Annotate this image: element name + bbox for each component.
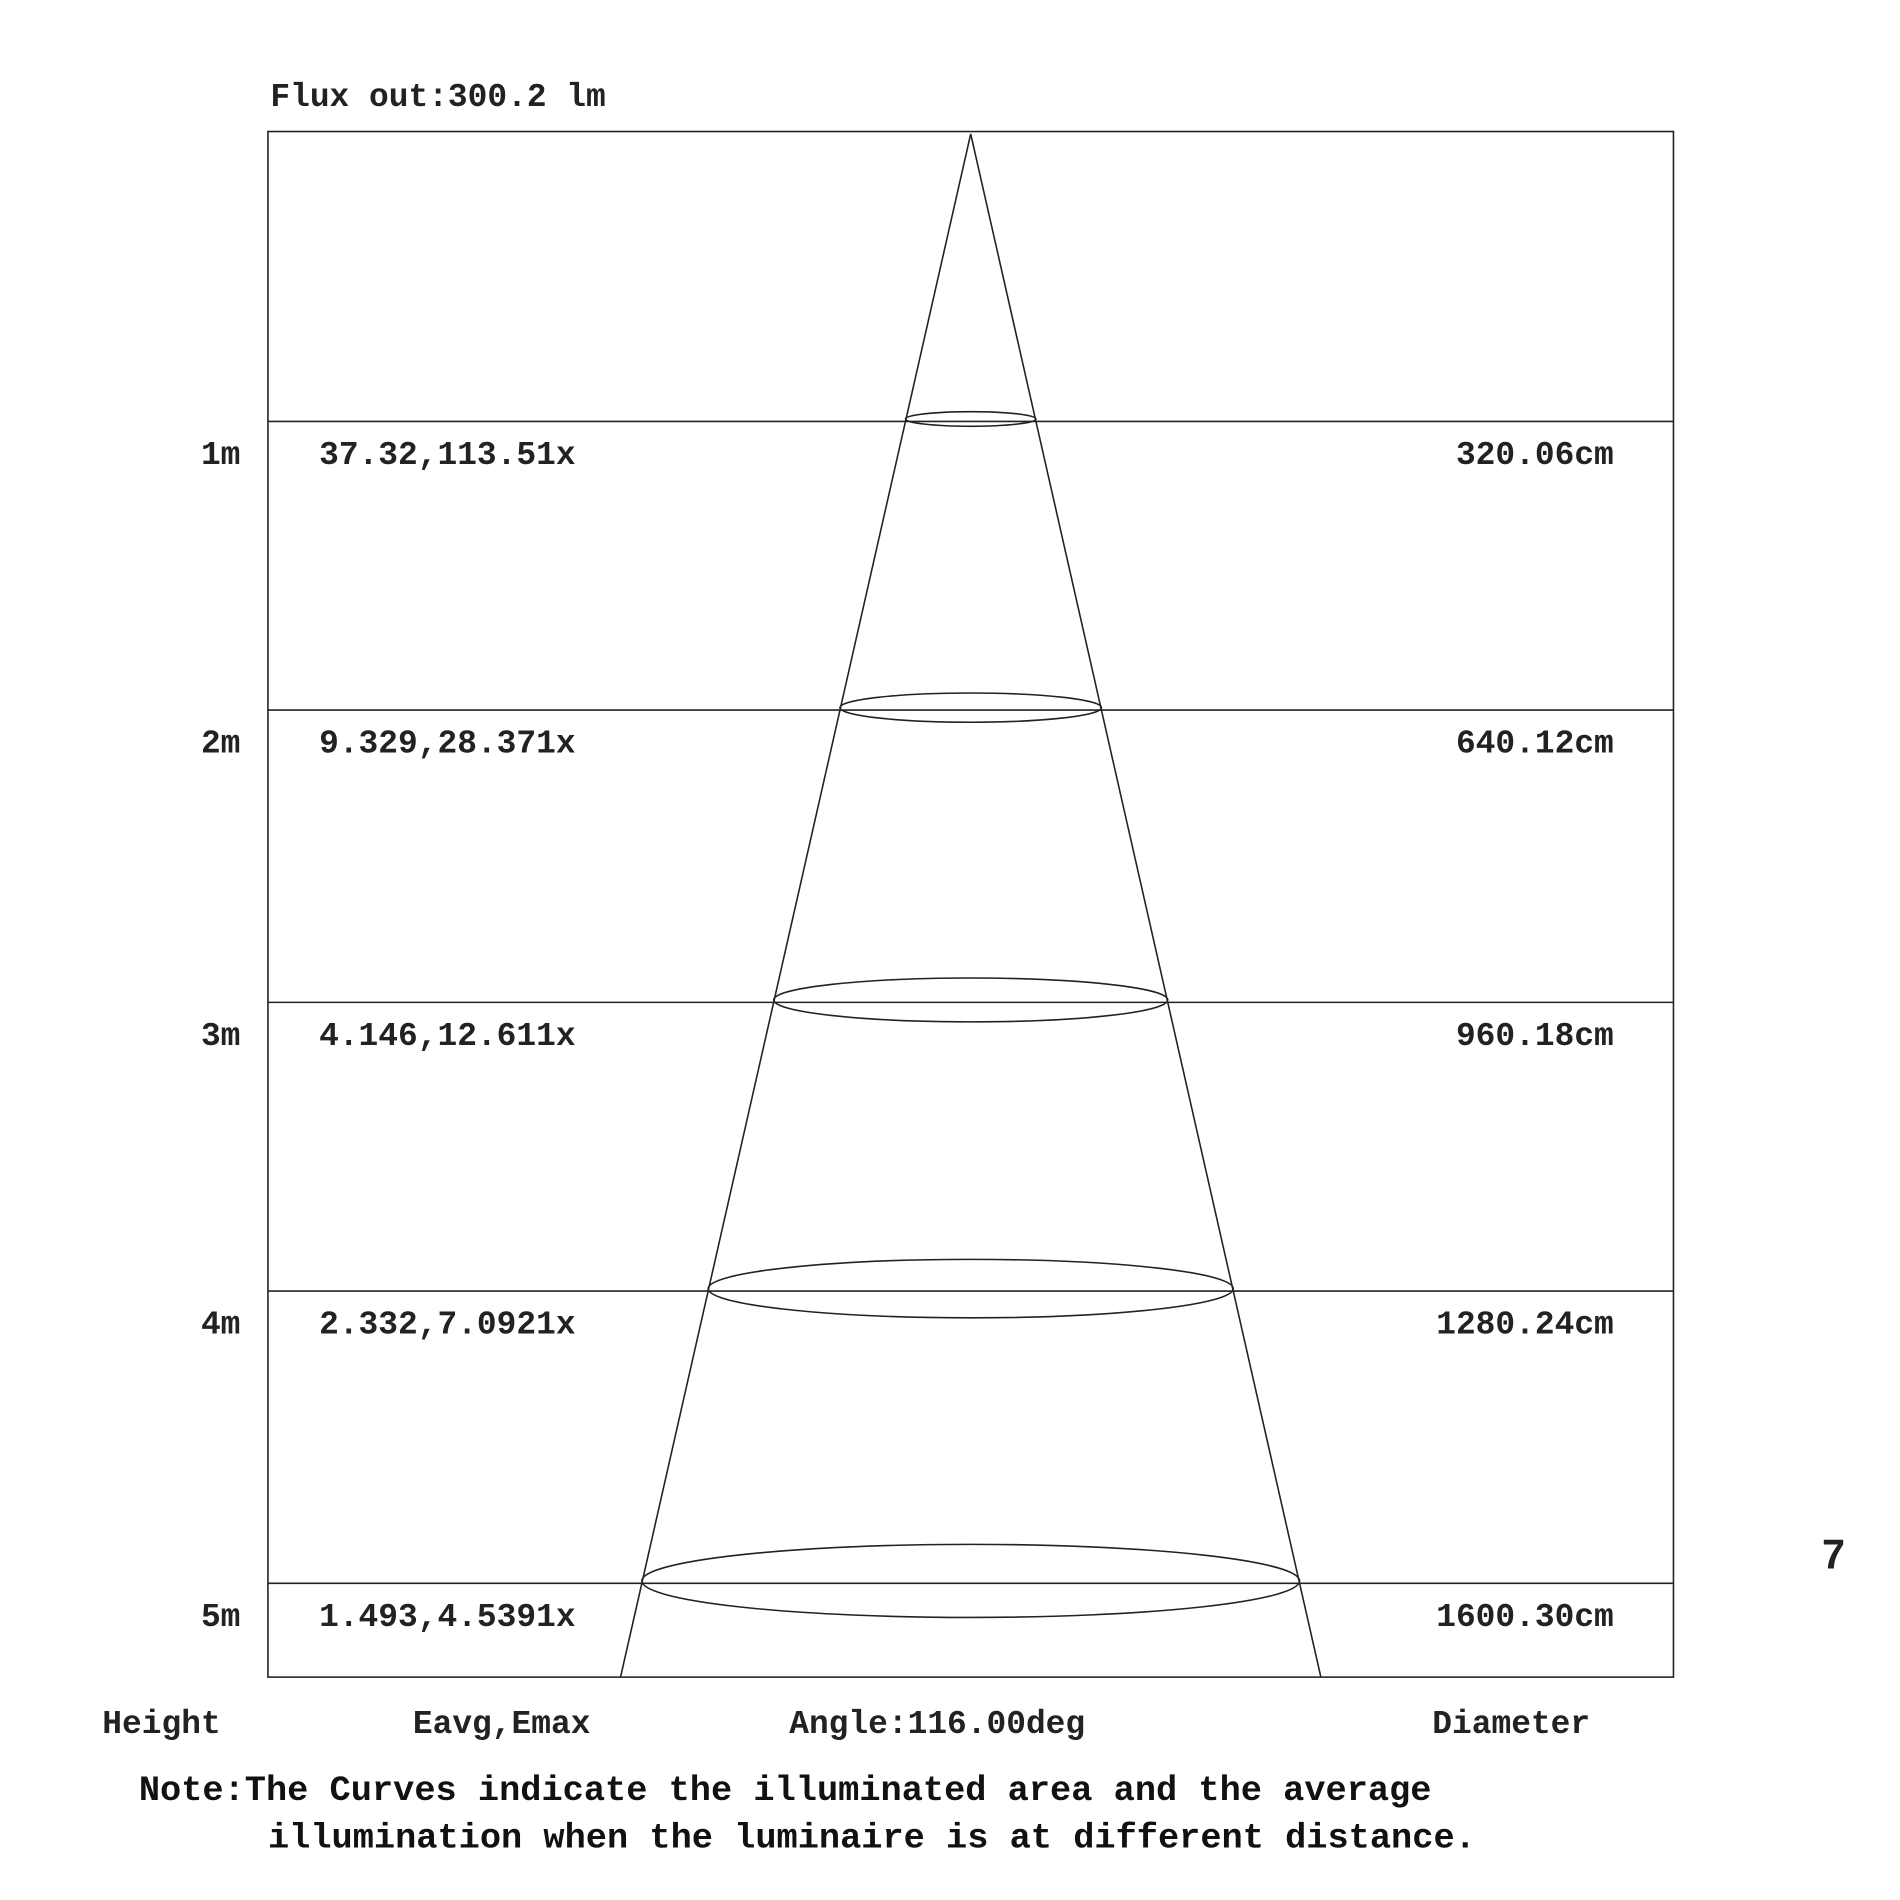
illuminance-value: 37.32,113.51x <box>319 437 575 474</box>
height-label: 1m <box>201 437 240 474</box>
note-line-2: illumination when the luminaire is at di… <box>268 1819 1476 1859</box>
flux-label: Flux out:300.2 lm <box>270 79 605 116</box>
height-label: 2m <box>201 726 240 763</box>
page-number: 7 <box>1822 1532 1845 1578</box>
diameter-value: 1280.24cm <box>1436 1307 1614 1344</box>
angle-label: Angle:116.00deg <box>789 1706 1085 1743</box>
diameter-value: 1600.30cm <box>1436 1599 1614 1636</box>
illuminance-value: 2.332,7.0921x <box>319 1307 575 1344</box>
diameter-value: 960.18cm <box>1456 1018 1614 1055</box>
illuminated-area-ellipse <box>707 1258 1235 1319</box>
height-label: 4m <box>201 1307 240 1344</box>
diameter-column-label: Diameter <box>1432 1706 1590 1743</box>
illuminance-value: 4.146,12.611x <box>319 1018 575 1055</box>
diameter-value: 320.06cm <box>1456 437 1614 474</box>
beam-edge-right <box>969 133 1322 1678</box>
illuminated-area-ellipse <box>839 692 1103 724</box>
note-line-1: Note:The Curves indicate the illuminated… <box>139 1771 1432 1811</box>
illuminated-area-ellipse <box>904 410 1037 428</box>
illuminance-column-label: Eavg,Emax <box>413 1706 591 1743</box>
diameter-value: 640.12cm <box>1456 726 1614 763</box>
height-label: 3m <box>201 1018 240 1055</box>
beam-edge-left <box>619 133 972 1678</box>
illuminance-value: 1.493,4.5391x <box>319 1599 575 1636</box>
illuminance-value: 9.329,28.371x <box>319 726 575 763</box>
illuminated-area-ellipse <box>772 977 1169 1023</box>
height-label: 5m <box>201 1599 240 1636</box>
diagram-frame <box>267 130 1675 1678</box>
illuminated-area-ellipse <box>641 1543 1301 1619</box>
height-column-label: Height <box>102 1706 220 1743</box>
